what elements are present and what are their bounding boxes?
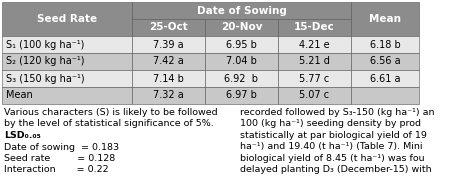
Text: 5.21 d: 5.21 d [299,56,330,66]
Text: Seed rate         = 0.128: Seed rate = 0.128 [4,154,115,163]
Text: 20-Nov: 20-Nov [221,22,262,32]
Bar [205,87,278,104]
Text: 6.92  b: 6.92 b [225,74,258,84]
Bar [278,19,351,36]
Text: 7.39 a: 7.39 a [153,40,184,50]
Text: 6.61 a: 6.61 a [370,74,400,84]
Bar [351,2,419,36]
Text: Interaction       = 0.22: Interaction = 0.22 [4,166,109,175]
Bar [132,36,205,53]
Text: S₃ (150 kg ha⁻¹): S₃ (150 kg ha⁻¹) [6,74,85,84]
Text: Date of Sowing: Date of Sowing [197,6,286,16]
Bar [351,70,419,87]
Text: 7.32 a: 7.32 a [153,90,184,100]
Bar [278,36,351,53]
Text: delayed planting D₃ (December-15) with: delayed planting D₃ (December-15) with [240,166,432,175]
Text: 100 (kg ha⁻¹) seeding density by prod: 100 (kg ha⁻¹) seeding density by prod [240,119,421,128]
Text: 5.77 c: 5.77 c [300,74,329,84]
Text: recorded followed by S₃-150 (kg ha⁻¹) an: recorded followed by S₃-150 (kg ha⁻¹) an [240,108,435,117]
Text: 5.07 c: 5.07 c [300,90,329,100]
Text: 6.56 a: 6.56 a [370,56,401,66]
Bar [351,87,419,104]
Text: 25-Oct: 25-Oct [149,22,188,32]
Bar [278,70,351,87]
Bar [132,87,205,104]
Bar [351,36,419,53]
Bar [2,2,132,36]
Text: 6.95 b: 6.95 b [226,40,257,50]
Bar [132,19,205,36]
Text: Mean: Mean [6,90,33,100]
Text: 6.97 b: 6.97 b [226,90,257,100]
Bar [2,36,132,53]
Bar [278,53,351,70]
Text: Mean: Mean [369,14,401,24]
Text: Seed Rate: Seed Rate [37,14,97,24]
Bar [2,53,132,70]
Bar [278,87,351,104]
Text: S₂ (120 kg ha⁻¹): S₂ (120 kg ha⁻¹) [6,56,84,66]
Text: 6.18 b: 6.18 b [370,40,401,50]
Bar [2,70,132,87]
Bar [132,70,205,87]
Bar [205,19,278,36]
Text: biological yield of 8.45 (t ha⁻¹) was fou: biological yield of 8.45 (t ha⁻¹) was fo… [240,154,425,163]
Bar [132,53,205,70]
Bar [132,2,351,19]
Bar [205,70,278,87]
Text: LSD₀.₀₅: LSD₀.₀₅ [4,131,41,140]
Text: statistically at par biological yield of 19: statistically at par biological yield of… [240,131,427,140]
Text: 15-Dec: 15-Dec [294,22,335,32]
Text: 4.21 e: 4.21 e [299,40,330,50]
Text: 7.04 b: 7.04 b [226,56,257,66]
Bar [351,53,419,70]
Text: S₁ (100 kg ha⁻¹): S₁ (100 kg ha⁻¹) [6,40,84,50]
Text: Various characters (S) is likely to be followed: Various characters (S) is likely to be f… [4,108,218,117]
Text: 7.14 b: 7.14 b [153,74,184,84]
Text: Date of sowing  = 0.183: Date of sowing = 0.183 [4,142,119,151]
Bar [2,87,132,104]
Text: by the level of statistical significance of 5%.: by the level of statistical significance… [4,119,214,128]
Text: 7.42 a: 7.42 a [153,56,184,66]
Text: ha⁻¹) and 19.40 (t ha⁻¹) (Table 7). Mini: ha⁻¹) and 19.40 (t ha⁻¹) (Table 7). Mini [240,142,422,151]
Bar [205,53,278,70]
Bar [205,36,278,53]
